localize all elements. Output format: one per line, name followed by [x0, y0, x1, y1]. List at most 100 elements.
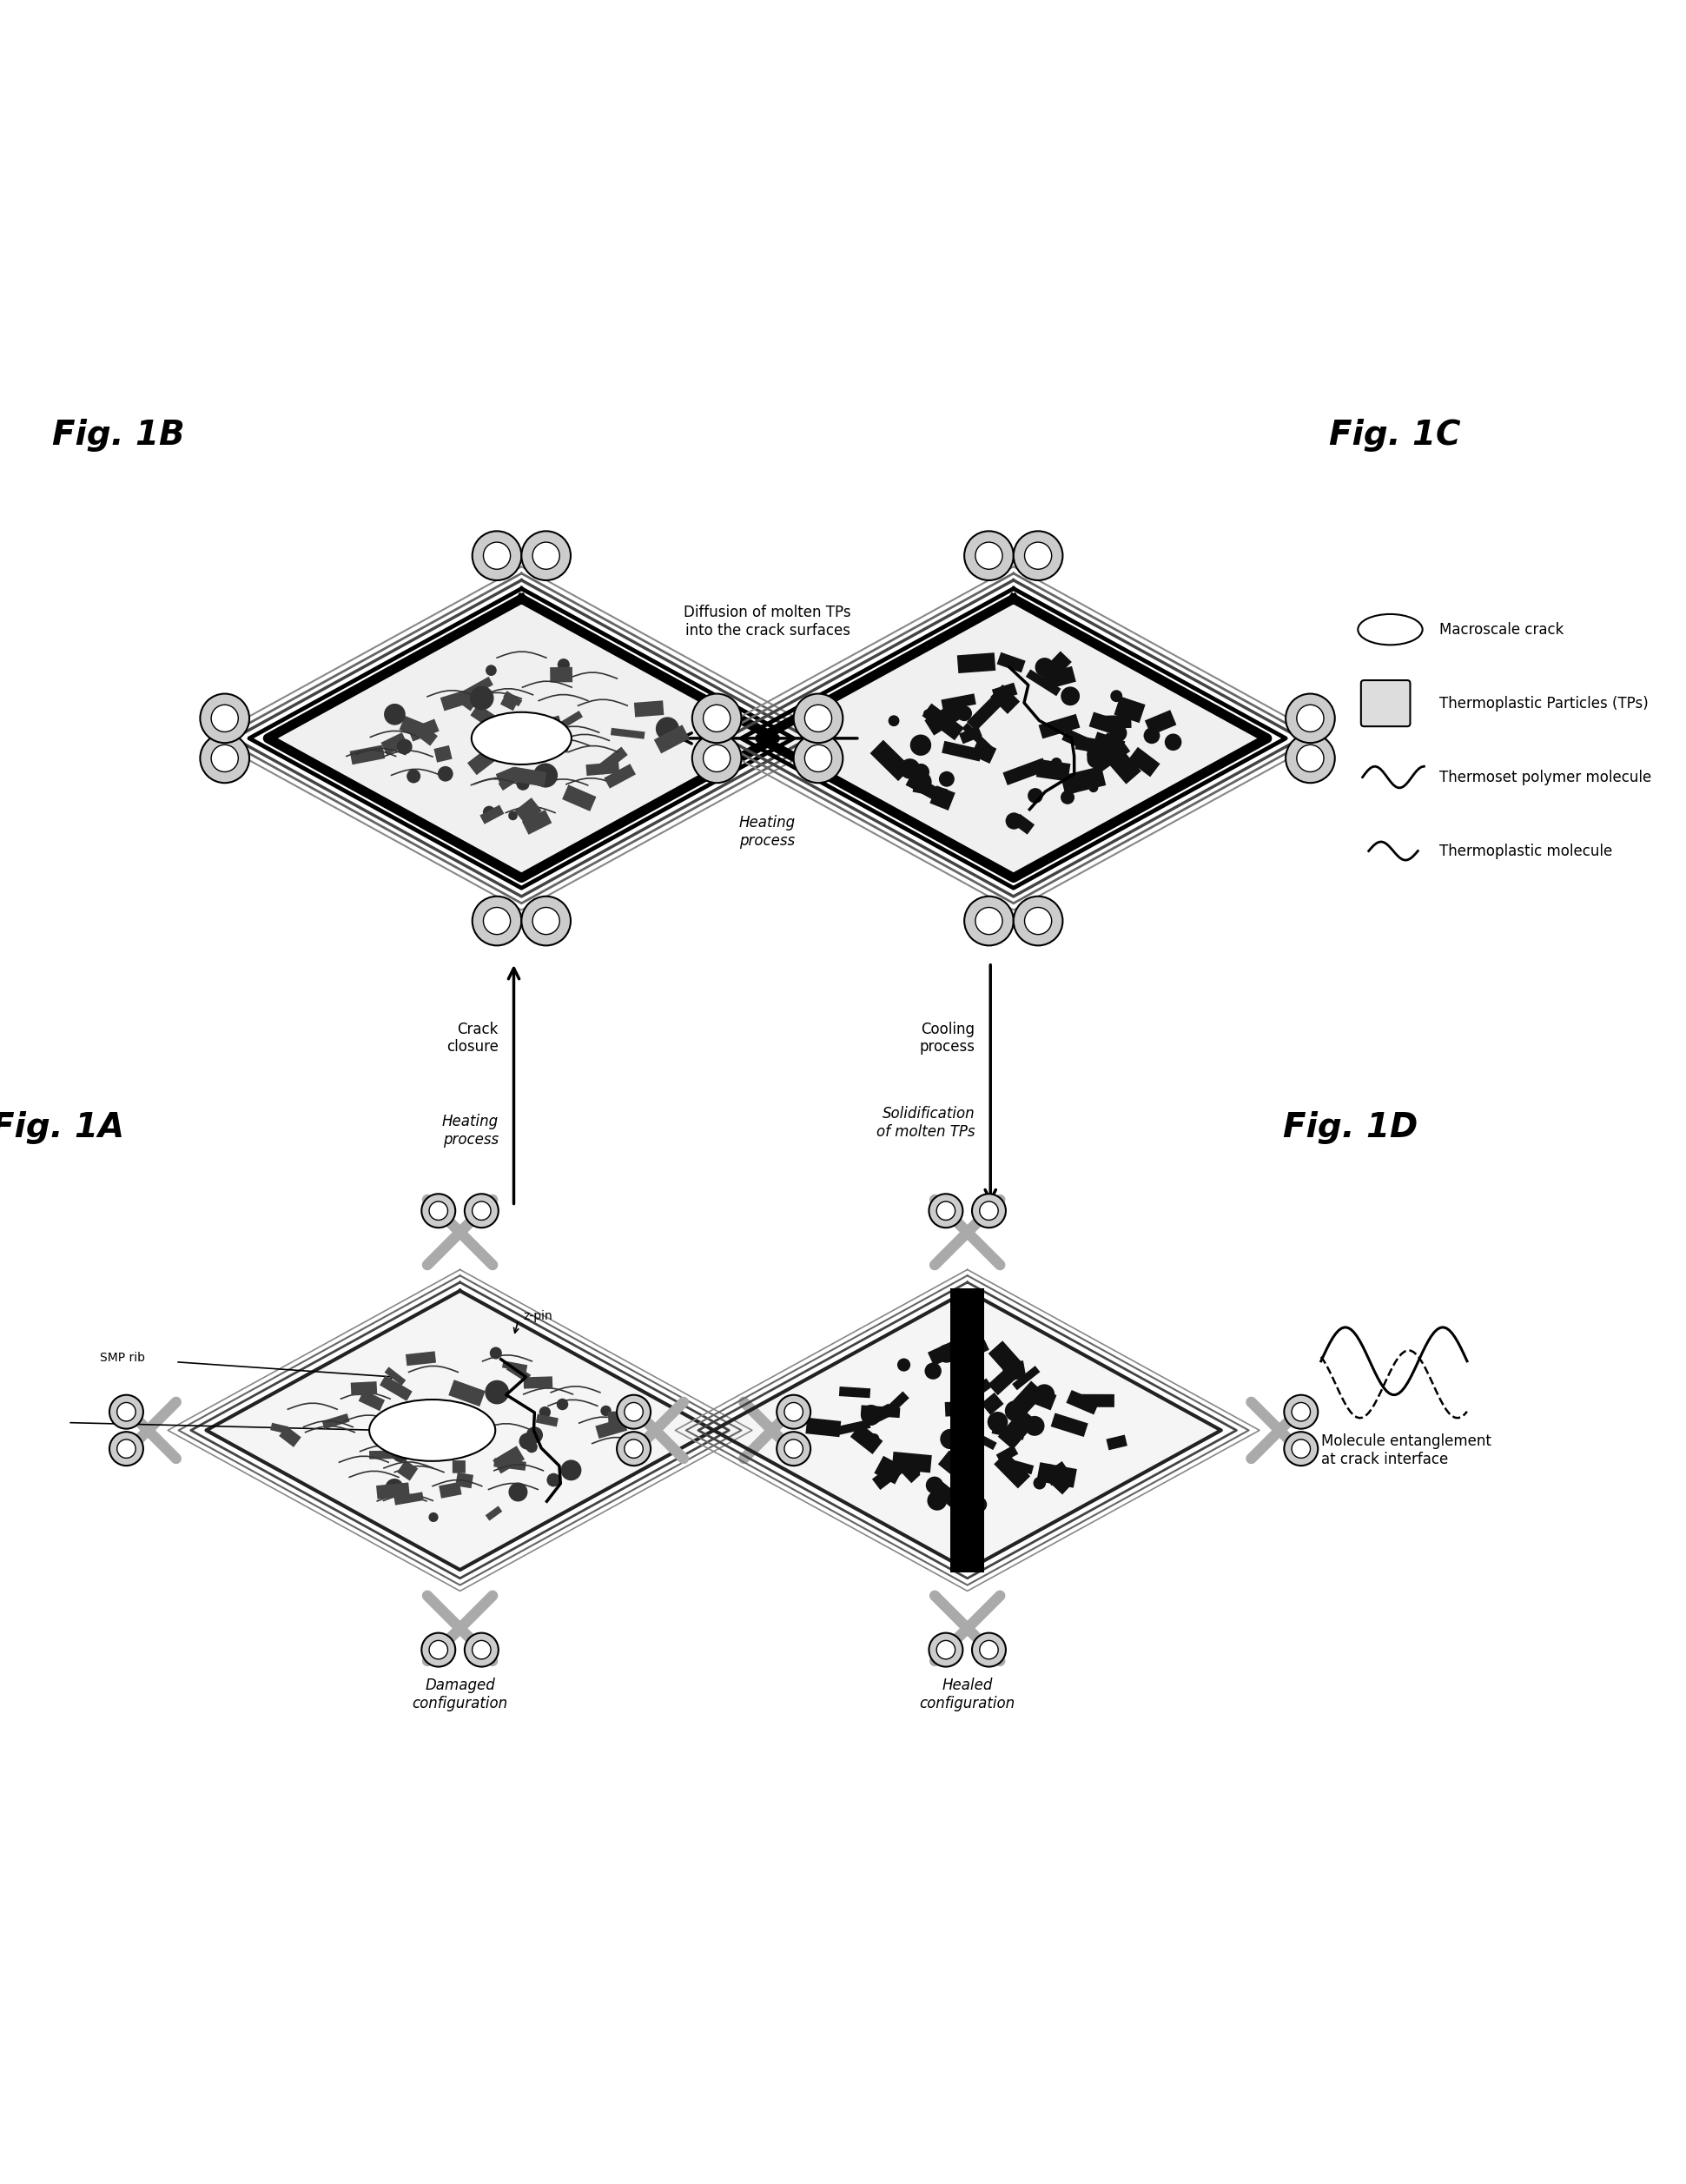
- Polygon shape: [1040, 1465, 1071, 1494]
- Polygon shape: [1076, 736, 1116, 756]
- Circle shape: [1025, 906, 1052, 935]
- Circle shape: [561, 1459, 582, 1481]
- Polygon shape: [760, 598, 1268, 878]
- Circle shape: [110, 1433, 143, 1465]
- Polygon shape: [713, 1291, 1221, 1570]
- Circle shape: [470, 686, 494, 710]
- Circle shape: [929, 1195, 963, 1227]
- Text: Cooling
process: Cooling process: [919, 1022, 975, 1055]
- Polygon shape: [1030, 1387, 1057, 1411]
- Circle shape: [484, 906, 511, 935]
- Circle shape: [953, 1422, 961, 1431]
- Polygon shape: [634, 701, 664, 716]
- Polygon shape: [1050, 1413, 1087, 1437]
- Polygon shape: [996, 1446, 1018, 1463]
- Polygon shape: [991, 684, 1018, 701]
- Polygon shape: [1001, 1457, 1034, 1474]
- Circle shape: [472, 895, 521, 946]
- Polygon shape: [988, 1341, 1023, 1378]
- Circle shape: [703, 745, 730, 771]
- Polygon shape: [523, 1376, 553, 1389]
- Polygon shape: [1106, 1435, 1128, 1450]
- Circle shape: [1044, 1463, 1055, 1476]
- Circle shape: [507, 810, 518, 821]
- Polygon shape: [459, 692, 479, 712]
- Circle shape: [794, 734, 843, 782]
- Circle shape: [617, 1433, 651, 1465]
- Polygon shape: [504, 740, 521, 760]
- Circle shape: [865, 1413, 878, 1426]
- Polygon shape: [467, 747, 497, 775]
- Circle shape: [472, 1640, 491, 1660]
- Polygon shape: [806, 1417, 841, 1437]
- Circle shape: [556, 1398, 568, 1411]
- Polygon shape: [604, 764, 636, 788]
- Text: Thermoplastic Particles (TPs): Thermoplastic Particles (TPs): [1440, 695, 1649, 712]
- Circle shape: [1291, 1402, 1310, 1422]
- Circle shape: [868, 1433, 880, 1444]
- Circle shape: [924, 710, 932, 719]
- Circle shape: [924, 1363, 941, 1380]
- Circle shape: [1060, 686, 1079, 705]
- Circle shape: [926, 1476, 942, 1494]
- Polygon shape: [892, 1452, 932, 1472]
- Circle shape: [973, 1634, 1007, 1666]
- Polygon shape: [610, 727, 646, 738]
- Ellipse shape: [472, 712, 572, 764]
- Circle shape: [558, 660, 570, 670]
- Circle shape: [971, 1496, 986, 1511]
- Polygon shape: [1094, 732, 1125, 751]
- Circle shape: [703, 705, 730, 732]
- Polygon shape: [868, 1404, 894, 1424]
- Polygon shape: [457, 1415, 486, 1431]
- Polygon shape: [492, 1446, 524, 1474]
- Circle shape: [1034, 1476, 1045, 1489]
- Circle shape: [624, 1439, 642, 1459]
- Circle shape: [936, 1640, 956, 1660]
- Circle shape: [889, 714, 899, 727]
- Polygon shape: [932, 1481, 959, 1507]
- Polygon shape: [958, 653, 996, 673]
- Polygon shape: [551, 710, 583, 734]
- Polygon shape: [411, 721, 438, 747]
- Ellipse shape: [1357, 614, 1423, 644]
- Circle shape: [961, 1404, 978, 1420]
- Circle shape: [1109, 725, 1126, 743]
- Polygon shape: [455, 1472, 474, 1487]
- Circle shape: [422, 1195, 455, 1227]
- Polygon shape: [1098, 732, 1125, 758]
- Circle shape: [897, 1358, 910, 1372]
- Circle shape: [516, 778, 529, 791]
- Polygon shape: [506, 1363, 531, 1382]
- Polygon shape: [1045, 721, 1072, 736]
- Polygon shape: [470, 703, 499, 729]
- Polygon shape: [872, 1461, 905, 1489]
- Polygon shape: [1012, 1380, 1045, 1415]
- Circle shape: [201, 695, 250, 743]
- Circle shape: [912, 764, 929, 780]
- Circle shape: [980, 1640, 998, 1660]
- Polygon shape: [1128, 747, 1160, 778]
- Polygon shape: [1098, 714, 1131, 729]
- Polygon shape: [1044, 1461, 1071, 1485]
- Circle shape: [1286, 734, 1335, 782]
- Circle shape: [900, 758, 921, 780]
- Polygon shape: [595, 747, 627, 775]
- Text: Crack
closure: Crack closure: [447, 1022, 499, 1055]
- Polygon shape: [885, 1391, 909, 1415]
- Polygon shape: [948, 1339, 983, 1367]
- Circle shape: [1103, 745, 1118, 760]
- Polygon shape: [840, 1387, 870, 1398]
- Polygon shape: [1091, 736, 1130, 771]
- Circle shape: [465, 1634, 499, 1666]
- Polygon shape: [927, 1334, 973, 1365]
- Circle shape: [438, 767, 454, 782]
- Polygon shape: [561, 784, 597, 810]
- Polygon shape: [502, 1361, 528, 1372]
- Polygon shape: [912, 782, 948, 797]
- Circle shape: [1291, 1439, 1310, 1459]
- Circle shape: [966, 1369, 978, 1380]
- Polygon shape: [1037, 760, 1071, 782]
- Circle shape: [521, 895, 570, 946]
- Circle shape: [804, 745, 831, 771]
